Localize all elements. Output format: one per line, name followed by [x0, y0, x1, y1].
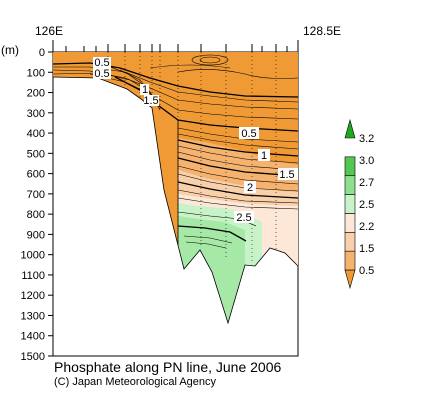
copyright-credit: (C) Japan Meteorological Agency — [54, 376, 217, 388]
x-tick-label-right: 128.5E — [303, 24, 341, 38]
contour-label: 2.5 — [236, 212, 251, 224]
colorbar-swatch — [344, 194, 356, 214]
bottom-topography — [52, 76, 299, 325]
contour-label: 2 — [247, 182, 253, 194]
colorbar-swatch — [344, 118, 356, 139]
x-tick-label-left: 126E — [35, 24, 63, 38]
colorbar-label: 3.2 — [359, 133, 374, 145]
colorbar-label: 2.5 — [359, 199, 374, 211]
contour-label: 1 — [142, 84, 148, 96]
y-tick-label: 1400 — [21, 331, 45, 343]
y-tick-label: 0 — [39, 47, 45, 59]
contour-label: 1 — [261, 150, 267, 162]
colorbar-label: 3.0 — [359, 155, 374, 167]
band-3.0-3.2 — [178, 216, 245, 323]
top-ticks — [52, 40, 299, 52]
y-tick-label: 200 — [27, 88, 45, 100]
y-tick-label: 1500 — [21, 351, 45, 363]
colorbar-swatch — [344, 269, 356, 290]
contour-label: 0.5 — [241, 128, 256, 140]
y-tick-label: 1200 — [21, 290, 45, 302]
y-tick-label: 700 — [27, 189, 45, 201]
y-tick-label: 300 — [27, 108, 45, 120]
y-tick-label: 600 — [27, 169, 45, 181]
y-axis: 0 100 200 300 400 500 600 700 800 900 1000 1100 1200… — [21, 47, 53, 363]
colorbar-label: 1.5 — [359, 243, 374, 255]
contour-label: 0.5 — [94, 57, 109, 69]
station-lines — [107, 52, 277, 262]
y-tick-label: 400 — [27, 128, 45, 140]
colorbar: 3.2 3.0 2.7 2.5 2.2 1.5 0.5 — [344, 118, 374, 290]
y-tick-label: 1300 — [21, 310, 45, 322]
y-tick-label: 500 — [27, 148, 45, 160]
colorbar-swatch — [344, 250, 356, 271]
colorbar-swatch — [344, 156, 356, 177]
y-tick-label: 900 — [27, 229, 45, 241]
y-tick-label: 1100 — [21, 270, 45, 282]
colorbar-swatch — [344, 175, 356, 195]
y-tick-label: 800 — [27, 209, 45, 221]
colorbar-label: 2.7 — [359, 177, 374, 189]
contour-value-labels: 0.5 0.5 1 1.5 0.5 1 1.5 2 2.5 — [93, 57, 298, 224]
y-tick-label: 100 — [27, 67, 45, 79]
contour-label: 1.5 — [279, 169, 294, 181]
colorbar-label: 0.5 — [359, 265, 374, 277]
colorbar-swatch — [344, 213, 356, 233]
chart-title: Phosphate along PN line, June 2006 — [54, 359, 282, 375]
contour-label: 0.5 — [94, 68, 109, 80]
section-fill — [53, 52, 298, 323]
y-tick-label: 1000 — [21, 250, 45, 262]
colorbar-label: 2.2 — [359, 221, 374, 233]
y-axis-unit-label: (m) — [1, 43, 19, 57]
contour-label: 1.5 — [143, 95, 158, 107]
colorbar-swatch — [344, 231, 356, 252]
